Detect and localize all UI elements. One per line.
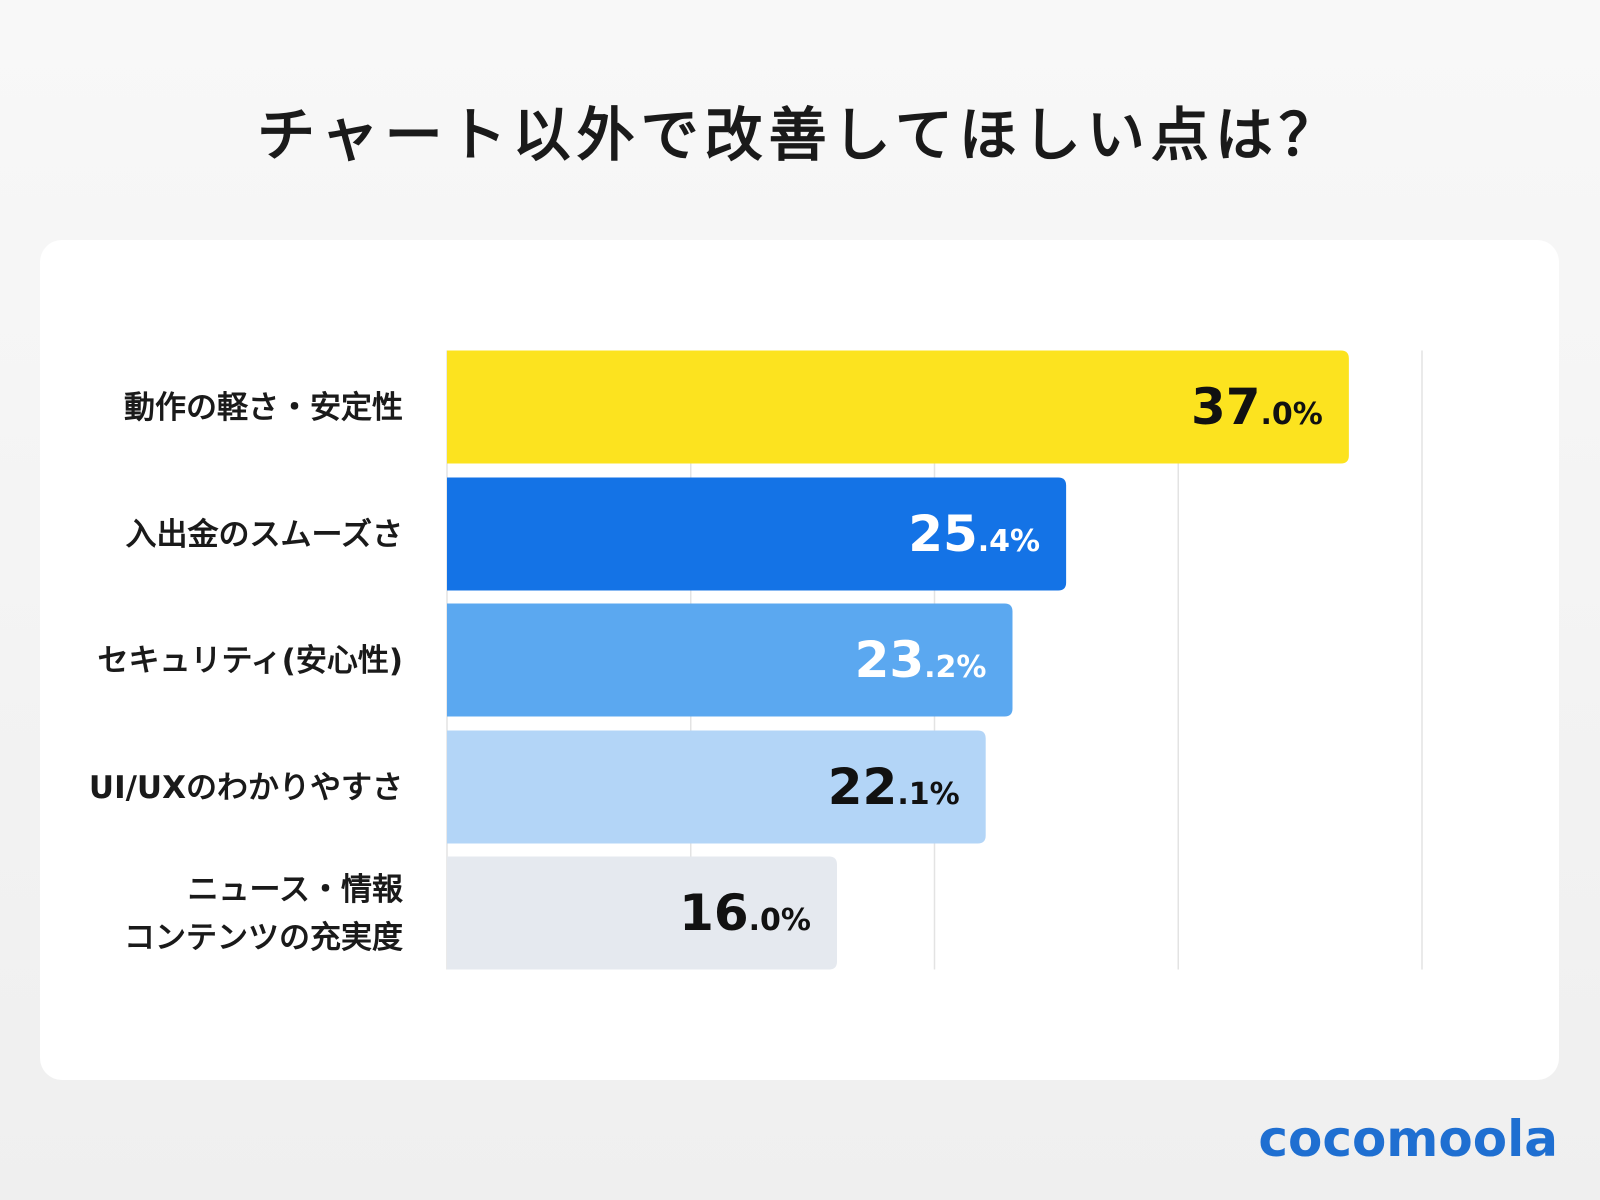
bar xyxy=(447,603,1013,717)
category-label: 動作の軽さ・安定性 xyxy=(124,390,403,426)
data-label: 37.0% xyxy=(1191,378,1323,436)
data-label: 16.0% xyxy=(679,884,811,942)
category-label: セキュリティ(安心性) xyxy=(98,643,403,679)
bar xyxy=(447,477,1067,591)
category-label: ニュース・情報コンテンツの充実度 xyxy=(124,872,404,956)
bar xyxy=(447,856,837,970)
data-label: 25.4% xyxy=(908,505,1040,563)
data-label: 22.1% xyxy=(828,758,960,816)
category-label: UI/UXのわかりやすさ xyxy=(89,770,403,806)
category-label: 入出金のスムーズさ xyxy=(126,517,403,553)
bar-chart: 37.0% 動作の軽さ・安定性 25.4% 入出金のスムーズさ 23.2% セキュリティ(… xyxy=(89,350,1423,970)
bar xyxy=(447,350,1349,464)
cocomoola-logo: cocomoola xyxy=(1258,1110,1558,1168)
chart-title: チャート以外で改善してほしい点は？ xyxy=(257,101,1343,169)
bar xyxy=(447,730,986,844)
data-label: 23.2% xyxy=(855,631,987,689)
chart-card: 37.0% 動作の軽さ・安定性 25.4% 入出金のスムーズさ 23.2% セキュリティ(… xyxy=(40,240,1559,1080)
